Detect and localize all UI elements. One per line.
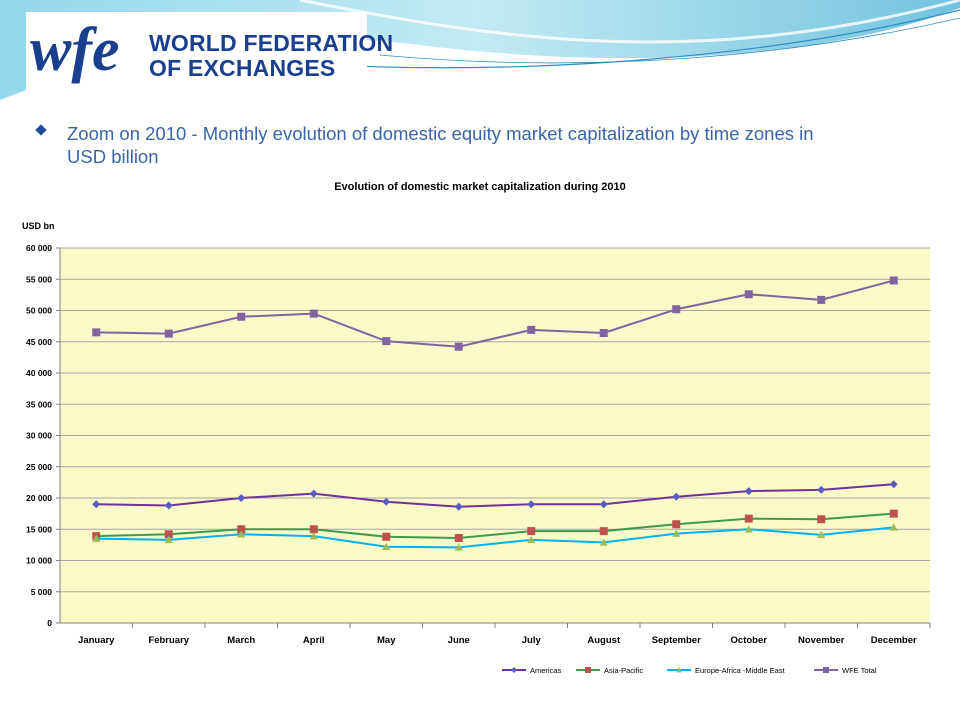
- y-tick-label: 5 000: [31, 587, 53, 597]
- data-point: [164, 501, 173, 510]
- data-point: [817, 295, 826, 304]
- x-tick-label: May: [377, 635, 396, 646]
- data-point: [454, 342, 463, 351]
- data-point: [309, 532, 318, 540]
- legend-label: Americas: [530, 666, 562, 675]
- x-tick-label: July: [522, 635, 542, 646]
- y-tick-label: 25 000: [26, 462, 52, 472]
- x-tick-label: October: [731, 635, 768, 646]
- data-point: [527, 325, 536, 334]
- data-point: [454, 543, 463, 551]
- wfe-logo-mark-icon: wfe: [30, 18, 120, 84]
- data-point: [599, 329, 608, 337]
- data-point: [164, 329, 173, 338]
- series-line: [96, 512, 894, 540]
- x-tick-label: March: [227, 635, 255, 646]
- data-point: [382, 532, 391, 541]
- series-line: [96, 526, 894, 549]
- data-point: [599, 500, 608, 509]
- data-point: [672, 529, 681, 537]
- chart-title: Evolution of domestic market capitalizat…: [334, 181, 626, 193]
- x-tick-label: December: [871, 635, 917, 646]
- y-tick-label: 40 000: [26, 368, 52, 378]
- data-point: [817, 530, 826, 539]
- y-tick-label: 60 000: [26, 243, 52, 253]
- series-line: [96, 279, 895, 348]
- data-point: [164, 530, 173, 539]
- data-point: [672, 520, 681, 529]
- data-point: [237, 530, 246, 538]
- y-tick-label: 10 000: [26, 556, 52, 566]
- data-point: [672, 305, 681, 314]
- y-tick-label: 20 000: [26, 493, 52, 503]
- logo-text-line2: OF EXCHANGES: [149, 55, 336, 81]
- series-line: [96, 483, 894, 508]
- data-point: [511, 667, 517, 673]
- logo-text-line1: WORLD FEDERATION: [149, 30, 394, 56]
- data-point: [744, 514, 753, 523]
- x-tick-label: January: [78, 635, 115, 646]
- y-tick-label: 50 000: [26, 306, 52, 316]
- data-point: [527, 500, 536, 509]
- y-tick-label: 30 000: [26, 431, 52, 441]
- data-point: [817, 485, 826, 494]
- x-tick-label: August: [587, 635, 621, 646]
- x-tick-label: November: [798, 635, 845, 646]
- data-point: [309, 525, 318, 534]
- wfe-logo: [26, 12, 367, 98]
- data-point: [382, 497, 391, 506]
- data-point: [237, 494, 246, 502]
- data-point: [889, 523, 898, 531]
- data-point: [744, 290, 753, 299]
- data-point: [527, 535, 536, 544]
- y-tick-label: 45 000: [26, 337, 52, 347]
- data-point: [237, 525, 246, 534]
- data-point: [823, 667, 829, 673]
- data-point: [889, 276, 898, 285]
- data-point: [599, 527, 608, 536]
- y-axis-label: USD bn: [22, 221, 55, 231]
- legend-label: WFE Total: [842, 666, 877, 675]
- data-point: [309, 309, 318, 318]
- data-point: [164, 535, 173, 544]
- data-point: [889, 509, 898, 518]
- data-point: [585, 667, 591, 673]
- data-point: [454, 534, 463, 542]
- data-point: [744, 487, 753, 496]
- data-point: [527, 527, 536, 536]
- data-point: [744, 525, 753, 533]
- legend-label: Asia-Pacific: [604, 666, 643, 675]
- x-tick-label: February: [148, 635, 189, 646]
- y-tick-label: 55 000: [26, 274, 52, 284]
- data-point: [676, 667, 682, 673]
- legend-label: Europe-Africa -Middle East: [695, 666, 786, 675]
- data-point: [817, 515, 826, 524]
- x-tick-label: April: [303, 635, 325, 646]
- data-point: [382, 542, 391, 550]
- data-point: [454, 502, 463, 511]
- y-tick-label: 15 000: [26, 524, 52, 534]
- y-tick-label: 0: [47, 618, 52, 628]
- data-point: [889, 480, 898, 489]
- x-tick-label: June: [448, 635, 470, 646]
- data-point: [672, 492, 681, 501]
- x-tick-label: September: [652, 635, 701, 646]
- data-point: [309, 489, 318, 498]
- slide-heading: Zoom on 2010 - Monthly evolution of dome…: [67, 123, 814, 167]
- data-point: [92, 328, 101, 337]
- data-point: [237, 312, 246, 321]
- y-tick-label: 35 000: [26, 399, 52, 409]
- data-point: [599, 538, 608, 546]
- data-point: [92, 500, 101, 509]
- data-point: [92, 534, 101, 542]
- data-point: [382, 337, 391, 346]
- svg-text:wfe: wfe: [30, 18, 120, 84]
